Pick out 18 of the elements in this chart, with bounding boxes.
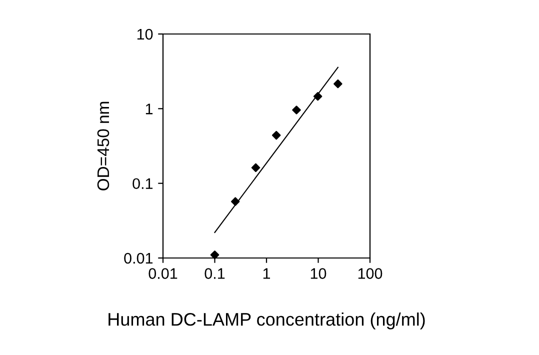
x-tick-label: 10 [310, 268, 326, 279]
point [251, 163, 260, 172]
point [210, 250, 220, 260]
y-tick-label: 0.1 [132, 178, 153, 190]
y-axis-title: OD=450 nm [97, 102, 110, 190]
x-tick-label: 1 [263, 268, 270, 279]
x-tick-label: 0.1 [204, 268, 225, 279]
point [272, 130, 281, 140]
y-tick-label: 0.01 [124, 252, 153, 264]
point [230, 197, 240, 206]
point [292, 106, 301, 114]
x-axis-title: Human DC-LAMP concentration (ng/ml) [108, 312, 425, 330]
x-tick-label: 100 [358, 268, 382, 279]
y-tick-label: 1 [146, 104, 153, 114]
x-tick-label: 0.01 [148, 268, 178, 279]
y-tick-label: 10 [137, 28, 153, 40]
point [313, 92, 322, 101]
point [334, 79, 342, 88]
